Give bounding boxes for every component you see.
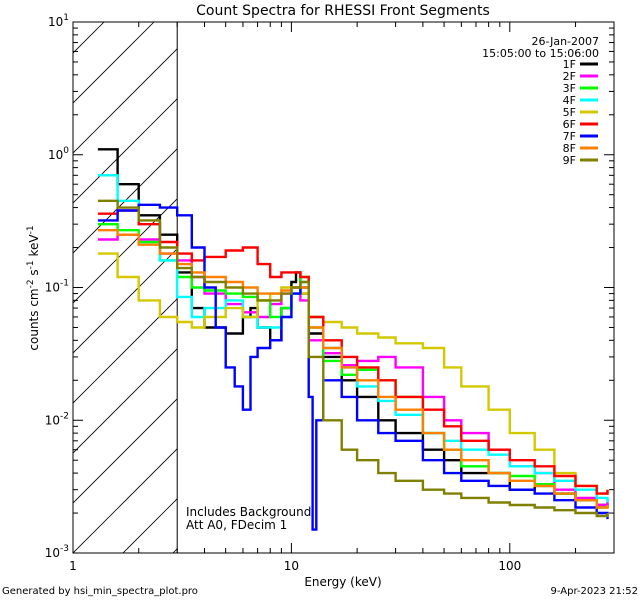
y-tick-exponent: 1 xyxy=(63,13,69,23)
series-line-4F xyxy=(97,174,609,503)
y-label-part-2: s xyxy=(27,269,41,279)
annotation-attenuator: Att A0, FDecim 1 xyxy=(186,518,287,532)
y-tick-label: 10-1 xyxy=(45,279,69,295)
series-line-2F xyxy=(97,233,609,507)
x-axis-label: Energy (keV) xyxy=(304,575,381,589)
hatch-line xyxy=(0,0,123,553)
y-tick-base: 10 xyxy=(45,546,60,560)
hatch-line xyxy=(273,0,640,553)
chart-title: Count Spectra for RHESSI Front Segments xyxy=(196,3,490,19)
y-tick-label: 10-3 xyxy=(45,544,69,560)
legend-label-4F: 4F xyxy=(563,94,576,107)
axis-ticks xyxy=(72,22,615,554)
legend-label-3F: 3F xyxy=(563,82,576,95)
y-tick-exponent: -3 xyxy=(60,544,69,554)
y-label-part-3: -1 xyxy=(26,260,36,269)
y-label-part-5: -1 xyxy=(26,225,36,234)
y-label-part-1: -2 xyxy=(26,279,36,288)
x-tick-label: 10 xyxy=(284,559,299,573)
hatch-line xyxy=(73,198,178,304)
y-tick-base: 10 xyxy=(45,281,60,295)
legend-label-8F: 8F xyxy=(563,142,576,155)
y-tick-base: 10 xyxy=(45,413,60,427)
y-tick-exponent: -2 xyxy=(60,411,69,421)
footer-date: 9-Apr-2023 21:52 xyxy=(551,586,638,597)
hatch-lines xyxy=(0,0,640,553)
series-line-7F xyxy=(97,203,609,531)
x-tick-label: 100 xyxy=(498,559,521,573)
hatch-line xyxy=(73,22,155,104)
y-axis-label: counts cm-2 s-1 keV-1 xyxy=(26,225,41,350)
legend-label-6F: 6F xyxy=(563,118,576,131)
legend-label-9F: 9F xyxy=(563,154,576,167)
hatch-line xyxy=(73,448,178,553)
y-tick-base: 10 xyxy=(48,148,63,162)
hatch-line xyxy=(73,22,105,54)
legend-label-5F: 5F xyxy=(563,106,576,119)
y-tick-label: 10-2 xyxy=(45,411,69,427)
hatch-line xyxy=(73,398,178,504)
y-label-part-0: counts cm xyxy=(27,288,41,350)
y-label-part-4: keV xyxy=(27,234,41,261)
legend-label-2F: 2F xyxy=(563,70,576,83)
plot-frame xyxy=(72,21,615,554)
hatch-line xyxy=(323,0,640,553)
legend: 26-Jan-2007 15:05:00 to 15:06:00 1F2F3F4… xyxy=(482,35,599,167)
legend-label-7F: 7F xyxy=(563,130,576,143)
series-line-8F xyxy=(97,229,609,509)
x-tick-label: 1 xyxy=(69,559,77,573)
legend-time-range: 15:05:00 to 15:06:00 xyxy=(482,47,599,60)
legend-date: 26-Jan-2007 xyxy=(532,35,600,48)
hatch-line xyxy=(73,348,178,454)
legend-label-1F: 1F xyxy=(563,58,576,71)
y-tick-label: 101 xyxy=(48,13,69,29)
hatch-line xyxy=(73,48,178,154)
y-tick-base: 10 xyxy=(48,15,63,29)
y-tick-exponent: -1 xyxy=(60,279,69,289)
footer-generated-by: Generated by hsi_min_spectra_plot.pro xyxy=(2,586,198,597)
y-tick-label: 100 xyxy=(48,146,69,162)
hatch-line xyxy=(223,0,640,553)
annotation-background: Includes Background xyxy=(186,505,311,519)
y-tick-exponent: 0 xyxy=(63,146,69,156)
series-line-9F xyxy=(97,199,609,518)
hatch-line xyxy=(73,248,178,354)
series-layer xyxy=(97,148,609,531)
hatched-region xyxy=(0,0,640,553)
